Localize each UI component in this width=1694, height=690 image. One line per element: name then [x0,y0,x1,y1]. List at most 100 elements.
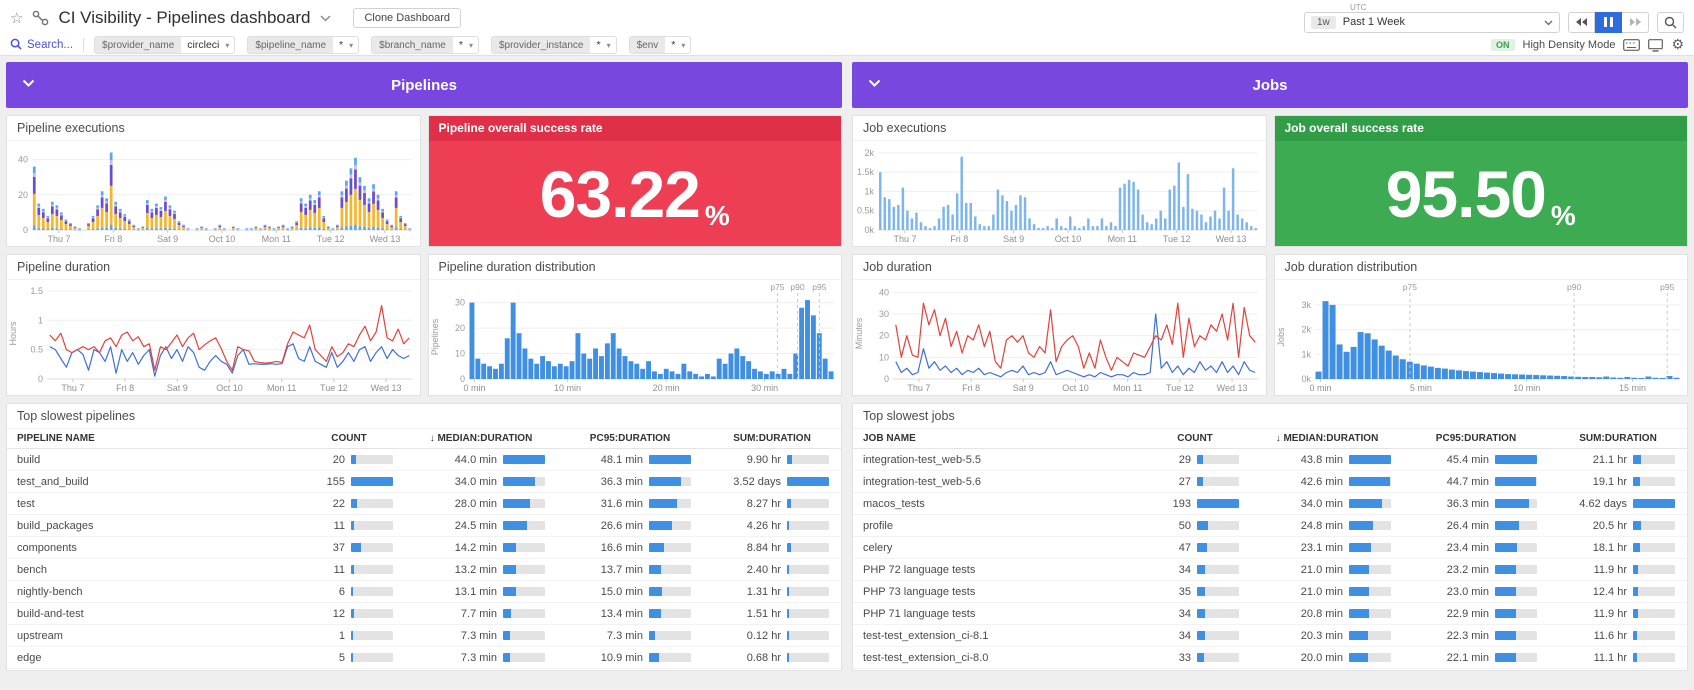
clone-dashboard-button[interactable]: Clone Dashboard [353,8,461,28]
chevron-down-icon: ▾ [681,41,690,50]
value-bar [351,653,393,662]
table-row[interactable]: build-and-test127.7 min13.4 min1.51 hr [7,603,841,625]
collapse-chevron-icon[interactable] [22,79,35,88]
column-header-pc95[interactable]: PC95:DURATION [1403,433,1549,444]
svg-text:1: 1 [38,315,43,325]
value-bar [1197,653,1239,662]
favorite-star-icon[interactable]: ☆ [10,9,23,27]
value-bar [1495,653,1537,662]
row-value: 43.8 min [1251,454,1403,466]
row-value: 20.3 min [1251,630,1403,642]
job-duration-distribution-chart[interactable]: 0k1k2k3kp75p90p950 min5 min10 min15 minJ… [1275,280,1688,395]
column-header-count[interactable]: COUNT [293,433,405,444]
column-header-job-name[interactable]: JOB NAME [853,433,1139,444]
svg-text:2k: 2k [1301,325,1311,335]
svg-text:Thu 7: Thu 7 [893,234,916,244]
template-variables: $provider_namecircleci▾ $pipeline_name*▾ $… [94,36,1491,54]
table-row[interactable]: PHP 72 language tests3421.0 min23.2 min1… [853,559,1687,581]
table-row[interactable]: profile5024.8 min26.4 min20.5 hr [853,515,1687,537]
density-on-badge[interactable]: ON [1491,39,1515,51]
table-row[interactable]: upstream17.3 min7.3 min0.12 hr [7,625,841,647]
time-backward-button[interactable] [1568,12,1595,33]
table-row[interactable]: build2044.0 min48.1 min9.90 hr [7,449,841,471]
pipeline-executions-chart[interactable]: 02040Thu 7Fri 8Sat 9Oct 10Mon 11Tue 12We… [7,141,420,246]
row-value: 44.7 min [1403,476,1549,488]
row-value: 4.26 hr [703,520,841,532]
table-row[interactable]: integration-test_web-5.62742.6 min44.7 m… [853,471,1687,493]
pipeline-duration-distribution-chart[interactable]: 0102030p75p90p950 min10 min20 min30 minP… [429,280,842,395]
value-bar [1495,455,1537,464]
time-range-select[interactable]: 1w Past 1 Week [1304,12,1560,33]
chart-canvas: 00.511.5Thu 7Fri 8Sat 9Oct 10Mon 11Tue 1… [7,280,420,395]
job-duration-chart[interactable]: 010203040Thu 7Fri 8Sat 9Oct 10Mon 11Tue … [853,280,1266,395]
svg-text:Mon 11: Mon 11 [267,383,296,393]
pipeline-duration-chart[interactable]: 00.511.5Thu 7Fri 8Sat 9Oct 10Mon 11Tue 1… [7,280,420,395]
jobs-group-header[interactable]: Jobs [852,62,1688,108]
time-forward-button[interactable] [1622,12,1649,33]
value-bar [649,499,691,508]
table-row[interactable]: celery4723.1 min23.4 min18.1 hr [853,537,1687,559]
panel-title: Pipeline overall success rate [429,116,842,141]
time-range-chip: 1w [1311,16,1336,29]
row-value: 22.9 min [1403,608,1549,620]
template-variable-pill[interactable]: $provider_namecircleci▾ [94,36,235,54]
column-header-sum[interactable]: SUM:DURATION [703,433,841,444]
row-value: 20.8 min [1251,608,1403,620]
svg-text:2k: 2k [864,148,874,158]
chevron-down-icon: ▾ [349,41,358,50]
keyboard-shortcuts-icon[interactable] [1623,39,1640,51]
table-row[interactable]: test-test_extension_ci-8.03320.0 min22.1… [853,647,1687,669]
value-bar [1197,477,1239,486]
table-row[interactable]: bench1113.2 min13.7 min2.40 hr [7,559,841,581]
table-row[interactable]: components3714.2 min16.6 min8.84 hr [7,537,841,559]
row-value: 0.68 hr [703,652,841,664]
title-chevron-down-icon[interactable] [320,15,331,22]
table-row[interactable]: PHP 71 language tests3420.8 min22.9 min1… [853,603,1687,625]
row-value: 42.6 min [1251,476,1403,488]
table-row[interactable]: integration-test_web-5.52943.8 min45.4 m… [853,449,1687,471]
variable-name: $env [630,37,666,53]
value-bar [1197,521,1239,530]
value-bar [503,565,545,574]
search-box[interactable]: Search... [10,38,73,53]
pipelines-group-header[interactable]: Pipelines [6,62,842,108]
column-header-median[interactable]: ↓ MEDIAN:DURATION [1251,433,1403,444]
row-value: 7.3 min [557,630,703,642]
row-name: bench [7,564,293,576]
column-header-sum[interactable]: SUM:DURATION [1549,433,1687,444]
table-row[interactable]: macos_tests19334.0 min36.3 min4.62 days [853,493,1687,515]
template-variable-pill[interactable]: $pipeline_name*▾ [247,36,359,54]
table-row[interactable]: PHP 73 language tests3521.0 min23.0 min1… [853,581,1687,603]
value-bar [1633,499,1675,508]
column-header-pc95[interactable]: PC95:DURATION [557,433,703,444]
template-variable-pill[interactable]: $env*▾ [629,36,692,54]
template-variable-pill[interactable]: $provider_instance*▾ [491,36,617,54]
panel-title: Pipeline duration distribution [429,255,842,280]
row-value: 1.31 hr [703,586,841,598]
row-value: 44.0 min [405,454,557,466]
tv-mode-icon[interactable] [1648,39,1663,52]
collapse-chevron-icon[interactable] [868,79,881,88]
zoom-search-button[interactable] [1657,12,1684,33]
pause-button[interactable] [1595,12,1622,33]
pipeline-duration-panel: Pipeline duration 00.511.5Thu 7Fri 8Sat … [6,254,421,396]
value-bar [503,587,545,596]
job-executions-chart[interactable]: 0k0.5k1k1.5k2kThu 7Fri 8Sat 9Oct 10Mon 1… [853,141,1266,246]
table-row[interactable]: test-test_extension_ci-8.13420.3 min22.3… [853,625,1687,647]
svg-text:Sat 9: Sat 9 [1013,383,1034,393]
value-bar [1633,587,1675,596]
table-row[interactable]: test2228.0 min31.6 min8.27 hr [7,493,841,515]
template-variable-pill[interactable]: $branch_name*▾ [371,36,479,54]
value-bar [649,587,691,596]
table-row[interactable]: test_and_build15534.0 min36.3 min3.52 da… [7,471,841,493]
column-header-median[interactable]: ↓ MEDIAN:DURATION [405,433,557,444]
table-row[interactable]: nightly-bench613.1 min15.0 min1.31 hr [7,581,841,603]
chart-canvas: 02040Thu 7Fri 8Sat 9Oct 10Mon 11Tue 12We… [7,141,420,246]
table-header-row: PIPELINE NAMECOUNT↓ MEDIAN:DURATIONPC95:… [7,429,841,449]
column-header-pipeline-name[interactable]: PIPELINE NAME [7,433,293,444]
table-row[interactable]: build_packages1124.5 min26.6 min4.26 hr [7,515,841,537]
table-row[interactable]: edge57.3 min10.9 min0.68 hr [7,647,841,669]
settings-gear-icon[interactable]: ⚙︎ [1671,37,1684,53]
column-header-count[interactable]: COUNT [1139,433,1251,444]
row-name: build [7,454,293,466]
